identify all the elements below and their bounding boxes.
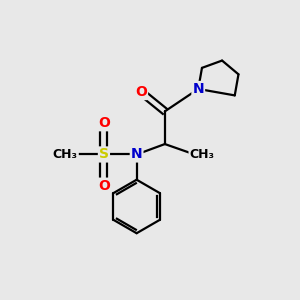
Text: CH₃: CH₃: [190, 148, 214, 161]
Text: O: O: [98, 116, 110, 130]
Text: O: O: [98, 179, 110, 193]
Text: N: N: [192, 82, 204, 96]
Text: S: S: [99, 148, 109, 161]
Text: O: O: [135, 85, 147, 99]
Text: CH₃: CH₃: [53, 148, 78, 161]
Text: N: N: [131, 148, 142, 161]
